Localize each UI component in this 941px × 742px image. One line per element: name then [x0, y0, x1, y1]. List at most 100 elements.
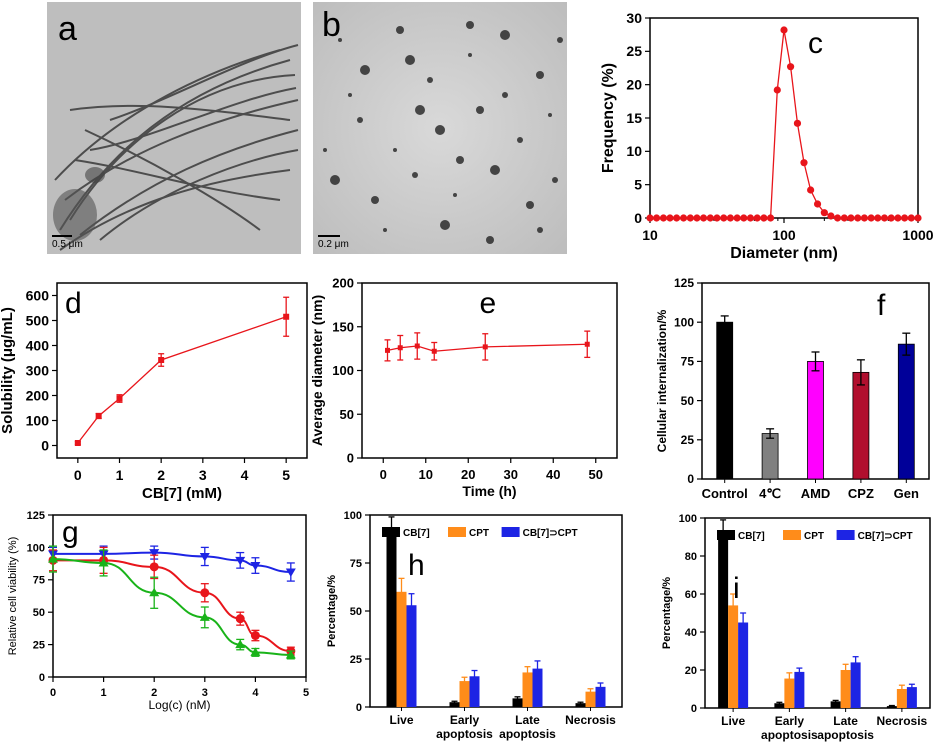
bar [522, 672, 533, 707]
x-axis-label: CB[7] (mM) [142, 485, 222, 502]
panel-label: e [480, 287, 497, 320]
panel-b: 0.2 μm b [313, 2, 567, 254]
bar [897, 343, 915, 480]
panel-c: 0 5 10 15 20 25 30 10 100 1000 Diameter (nm) Freque… [600, 10, 934, 262]
y-tick-label: 50 [350, 606, 362, 618]
y-tick-label: 80 [685, 551, 697, 563]
data-point [250, 562, 261, 571]
data-point [900, 214, 909, 222]
x-tick-label: Early [775, 714, 805, 728]
data-point [235, 556, 246, 566]
y-tick-label: 0 [41, 437, 49, 453]
data-point [800, 159, 808, 167]
data-point [250, 647, 261, 656]
y-tick-label: 5 [634, 177, 642, 193]
x-tick-label: Gen [894, 486, 919, 501]
y-tick-label: 600 [26, 287, 50, 303]
bar [718, 531, 729, 708]
y-tick-label: 0 [687, 472, 694, 486]
data-point [699, 214, 708, 222]
data-point [753, 214, 761, 222]
particle [453, 193, 457, 197]
data-point [867, 214, 875, 222]
x-axis-label: Diameter (nm) [730, 245, 838, 262]
x-tick-label: 4 [252, 687, 259, 699]
bar [406, 605, 417, 707]
data-point [887, 214, 895, 222]
data-point [874, 214, 882, 222]
x-tick-label: apoptosis [817, 728, 874, 742]
y-tick-label: 0 [691, 703, 697, 715]
data-point [740, 214, 748, 222]
legend-label: CB[7]⊃CPT [523, 528, 578, 539]
data-point [686, 214, 694, 222]
data-point [693, 214, 701, 222]
data-point [235, 614, 245, 624]
data-point [397, 345, 403, 351]
scale-label-a: 0.5 μm [52, 239, 83, 250]
data-point [149, 549, 160, 558]
particle [548, 113, 552, 117]
y-tick-label: 15 [626, 110, 642, 126]
panel-a: 0.5 μm a [47, 2, 301, 254]
y-tick-label: 40 [685, 627, 697, 639]
bar [469, 676, 480, 707]
particle [393, 148, 397, 152]
y-tick-label: 0 [634, 210, 642, 226]
particle [371, 196, 379, 204]
panel-label: h [408, 549, 425, 582]
x-tick-label: 1000 [902, 227, 933, 243]
x-tick-label: apoptosis [499, 727, 556, 741]
legend-label: CB[7]⊃CPT [858, 531, 913, 542]
y-tick-label: 0 [39, 672, 45, 684]
data-point [95, 413, 102, 419]
bar [840, 670, 851, 708]
x-tick-label: 5 [282, 467, 290, 483]
particle [456, 156, 464, 164]
data-point [149, 562, 159, 572]
data-point [652, 214, 661, 222]
x-tick-label: 0 [50, 687, 56, 699]
bar [852, 371, 870, 480]
data-point [847, 214, 855, 222]
panel-label: i [733, 572, 740, 605]
data-point [98, 557, 109, 567]
y-tick-label: 150 [332, 319, 354, 334]
panel-label: g [62, 516, 79, 549]
legend-swatch [836, 530, 855, 540]
y-tick-label: 400 [26, 337, 50, 353]
x-tick-label: 2 [157, 467, 165, 483]
x-tick-label: 10 [642, 227, 658, 243]
data-point [766, 214, 775, 222]
particle [427, 77, 433, 83]
bar [807, 360, 824, 480]
y-tick-label: 100 [27, 542, 45, 554]
x-tick-label: 3 [202, 687, 208, 699]
y-tick-label: 75 [681, 355, 695, 369]
bar [595, 686, 606, 707]
y-tick-label: 200 [26, 387, 50, 403]
scale-label-b: 0.2 μm [318, 239, 349, 250]
x-tick-label: 4 [241, 467, 249, 483]
particle [537, 227, 543, 233]
x-tick-label: 40 [546, 467, 560, 482]
series-line [77, 316, 287, 444]
data-point [199, 612, 210, 621]
data-point [827, 212, 835, 220]
particle [466, 21, 474, 29]
data-point [726, 214, 734, 222]
data-point [666, 214, 674, 222]
plot-frame [56, 282, 308, 459]
x-tick-label: 100 [772, 227, 796, 243]
data-point [773, 86, 781, 94]
data-point [820, 209, 828, 217]
y-tick-label: 100 [674, 315, 694, 329]
y-axis-label: Cellular internalization/% [655, 309, 669, 452]
data-point [733, 214, 741, 222]
data-point [760, 214, 768, 222]
legend-swatch [783, 530, 801, 540]
y-tick-label: 10 [626, 143, 642, 159]
y-tick-label: 50 [33, 607, 45, 619]
